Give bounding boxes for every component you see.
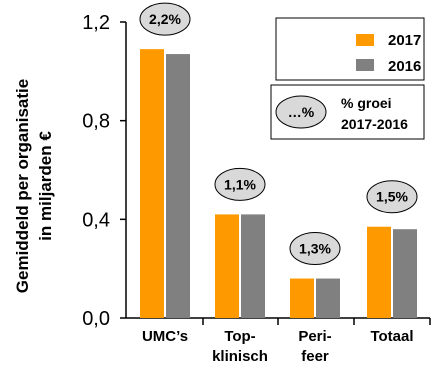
bars (140, 49, 417, 319)
y-axis-title-line2: in miljarden € (36, 131, 55, 241)
growth-bubbles: 2,2% 1,1% 1,3% 1,5% (139, 2, 418, 266)
legend-swatch-2016 (356, 59, 374, 71)
legend-label-2017: 2017 (388, 32, 421, 49)
growth-legend: …% % groei 2017-2016 (270, 84, 425, 140)
x-category-label: Peri- (298, 328, 331, 345)
bar-2016-2 (316, 278, 340, 318)
bar-2017-0 (140, 49, 164, 319)
y-tick-label: 0,4 (82, 209, 110, 231)
growth-bubble (289, 232, 341, 266)
legend-swatch-2017 (356, 34, 374, 46)
x-category-label: UMC’s (142, 328, 188, 345)
bar-2017-2 (290, 278, 314, 318)
growth-label: 1,3% (299, 241, 331, 257)
series-legend-box (275, 17, 425, 81)
growth-legend-symbol: …% (288, 104, 315, 120)
x-category-label: Totaal (370, 328, 413, 345)
x-category-label: Top- (224, 328, 255, 345)
y-axis-title: Gemiddeld per organisatie in miljarden € (13, 79, 55, 293)
bar-2016-1 (241, 214, 265, 318)
y-tick-label: 0,8 (82, 111, 110, 133)
bar-2017-1 (215, 214, 239, 318)
y-tick-label: 0,0 (82, 308, 110, 330)
x-category-label: klinisch (212, 348, 268, 365)
series-legend: 2017 2016 (275, 17, 425, 81)
y-ticks: 0,0 0,4 0,8 1,2 (82, 12, 126, 330)
growth-bubble (214, 167, 266, 201)
bar-2016-3 (393, 229, 417, 318)
growth-legend-line1: % groei (341, 95, 392, 111)
bar-2016-0 (166, 54, 190, 319)
growth-label: 2,2% (149, 11, 181, 27)
y-tick-label: 1,2 (82, 12, 110, 34)
growth-label: 1,5% (376, 189, 408, 205)
bar-2017-3 (367, 226, 391, 318)
growth-bubble (139, 2, 191, 36)
y-axis-title-line1: Gemiddeld per organisatie (13, 79, 32, 293)
growth-bubble (366, 180, 418, 214)
legend-label-2016: 2016 (388, 58, 421, 75)
growth-label: 1,1% (224, 176, 256, 192)
growth-legend-bubble (275, 95, 327, 129)
x-ticks: UMC’s Top-klinisch Peri-feer Totaal (142, 318, 431, 365)
x-category-label: feer (301, 348, 329, 365)
growth-legend-line2: 2017-2016 (341, 116, 408, 132)
